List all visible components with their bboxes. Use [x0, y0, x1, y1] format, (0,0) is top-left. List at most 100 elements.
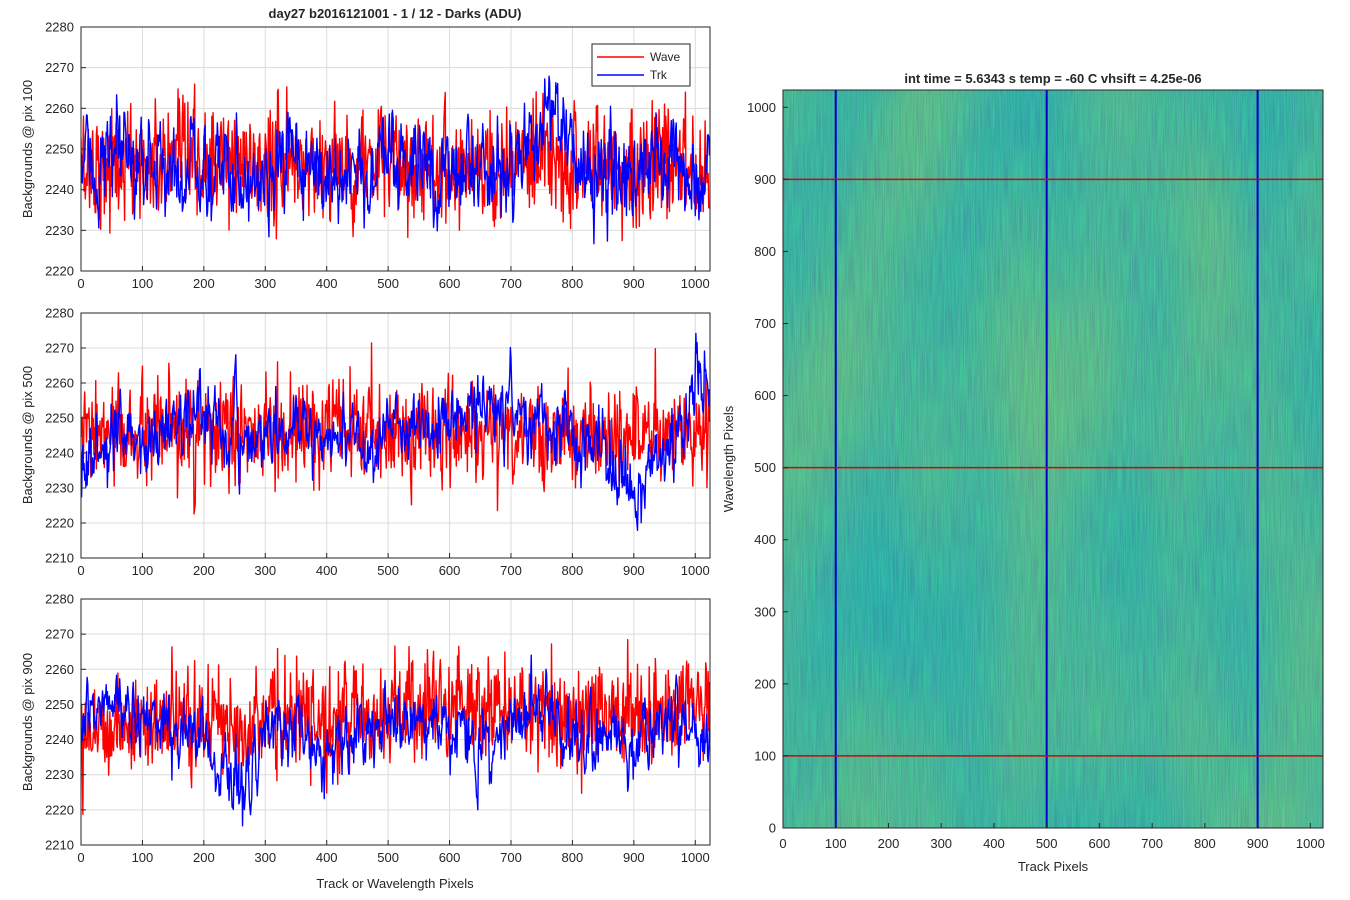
x-tick-label: 400 [983, 836, 1005, 851]
y-tick-label: 2210 [45, 838, 74, 853]
y-tick-label: 2280 [45, 306, 74, 321]
x-tick-label: 300 [930, 836, 952, 851]
x-tick-label: 200 [193, 563, 215, 578]
series-group [81, 332, 710, 532]
x-tick-label: 400 [316, 850, 338, 865]
y-tick-label: 2210 [45, 551, 74, 566]
x-tick-label: 800 [562, 563, 584, 578]
legend-label-trk: Trk [650, 68, 668, 82]
y-axis-label: Wavelength Pixels [721, 405, 736, 512]
series-line-trk [81, 654, 710, 827]
y-tick-label: 1000 [747, 100, 776, 115]
chart-panel-pix-100: 2220 2230 2240 2250 2260 2270 2280 0 100 200 300 40… [20, 6, 711, 291]
chart-panel-pix-500: 2210 2220 2230 2240 2250 2260 2270 2280 0 100 200 3… [20, 306, 711, 579]
x-tick-label: 400 [316, 563, 338, 578]
x-tick-label: 1000 [1296, 836, 1325, 851]
y-tick-label: 200 [754, 676, 776, 691]
series-group [81, 638, 710, 827]
y-tick-label: 2260 [45, 101, 74, 116]
x-tick-label: 700 [1141, 836, 1163, 851]
x-tick-label: 600 [439, 276, 461, 291]
x-tick-label: 500 [377, 850, 399, 865]
x-tick-label: 200 [193, 276, 215, 291]
x-axis-label: Track Pixels [1018, 859, 1089, 874]
x-tick-label: 400 [316, 276, 338, 291]
plot-frame [80, 598, 711, 846]
y-tick-label: 2220 [45, 264, 74, 279]
legend: Wave Trk [591, 43, 691, 87]
y-tick-label: 2270 [45, 627, 74, 642]
x-tick-label: 1000 [681, 850, 710, 865]
marker-lines [783, 90, 1323, 828]
y-tick-label: 2250 [45, 411, 74, 426]
y-tick-label: 2270 [45, 60, 74, 75]
y-tick-label: 2220 [45, 516, 74, 531]
heatmap-panel: 0 100 200 300 400 500 600 700 800 900 1000 0 100 200 3… [721, 71, 1325, 874]
y-tick-label: 400 [754, 532, 776, 547]
x-tick-label: 300 [254, 850, 276, 865]
y-tick-label: 800 [754, 244, 776, 259]
y-tick-label: 2250 [45, 142, 74, 157]
x-tick-label: 300 [254, 563, 276, 578]
x-tick-label: 800 [1194, 836, 1216, 851]
y-tick-label: 2220 [45, 802, 74, 817]
x-tick-label: 500 [377, 563, 399, 578]
series-group [81, 75, 710, 245]
x-axis-label: Track or Wavelength Pixels [316, 876, 474, 891]
x-tick-label: 100 [132, 276, 154, 291]
x-tick-label: 0 [77, 850, 84, 865]
y-tick-label: 0 [769, 821, 776, 836]
y-tick-label: 2230 [45, 481, 74, 496]
series-line-trk [81, 332, 710, 532]
heatmap-title: int time = 5.6343 s temp = -60 C vhsift … [904, 71, 1201, 86]
legend-box [591, 43, 691, 87]
x-tick-label: 600 [439, 563, 461, 578]
heatmap-frame [782, 89, 1324, 829]
tick-labels: 2210 2220 2230 2240 2250 2260 2270 2280 0 100 200 3… [45, 306, 710, 579]
y-tick-label: 2240 [45, 732, 74, 747]
x-tick-label: 200 [193, 850, 215, 865]
legend-label-wave: Wave [650, 50, 681, 64]
y-tick-label: 2260 [45, 376, 74, 391]
x-tick-label: 100 [132, 563, 154, 578]
x-tick-label: 500 [1036, 836, 1058, 851]
y-axis-label: Backgrounds @ pix 500 [20, 366, 35, 504]
x-tick-label: 200 [878, 836, 900, 851]
x-tick-label: 700 [500, 563, 522, 578]
x-tick-label: 900 [623, 563, 645, 578]
x-tick-label: 900 [1247, 836, 1269, 851]
y-tick-label: 2240 [45, 446, 74, 461]
series-line-wave [81, 638, 710, 815]
y-axis-label: Backgrounds @ pix 100 [20, 80, 35, 218]
x-tick-label: 1000 [681, 563, 710, 578]
y-tick-label: 900 [754, 172, 776, 187]
series-line-trk [81, 75, 710, 245]
chart-panel-pix-900: 2210 2220 2230 2240 2250 2260 2270 2280 0 100 200 3… [20, 592, 711, 891]
x-tick-label: 0 [77, 276, 84, 291]
heatmap-image [783, 90, 1323, 828]
y-tick-label: 2240 [45, 182, 74, 197]
x-tick-label: 700 [500, 276, 522, 291]
x-tick-label: 0 [77, 563, 84, 578]
chart-title: day27 b2016121001 - 1 / 12 - Darks (ADU) [269, 6, 522, 21]
y-tick-label: 2230 [45, 223, 74, 238]
y-axis-label: Backgrounds @ pix 900 [20, 653, 35, 791]
y-tick-label: 2280 [45, 20, 74, 35]
x-tick-label: 900 [623, 276, 645, 291]
tick-labels: 0 100 200 300 400 500 600 700 800 900 1000 0 100 200 3… [747, 100, 1325, 851]
x-tick-label: 1000 [681, 276, 710, 291]
x-tick-label: 800 [562, 276, 584, 291]
plot-frame [80, 312, 711, 559]
y-tick-label: 2270 [45, 341, 74, 356]
x-tick-label: 600 [439, 850, 461, 865]
x-tick-label: 800 [562, 850, 584, 865]
tick-labels: 2210 2220 2230 2240 2250 2260 2270 2280 0 100 200 3… [45, 592, 710, 866]
x-tick-label: 600 [1089, 836, 1111, 851]
y-tick-label: 2230 [45, 767, 74, 782]
y-tick-label: 2250 [45, 697, 74, 712]
y-tick-label: 2280 [45, 592, 74, 607]
y-tick-label: 2260 [45, 662, 74, 677]
x-tick-label: 300 [254, 276, 276, 291]
y-tick-label: 500 [754, 460, 776, 475]
